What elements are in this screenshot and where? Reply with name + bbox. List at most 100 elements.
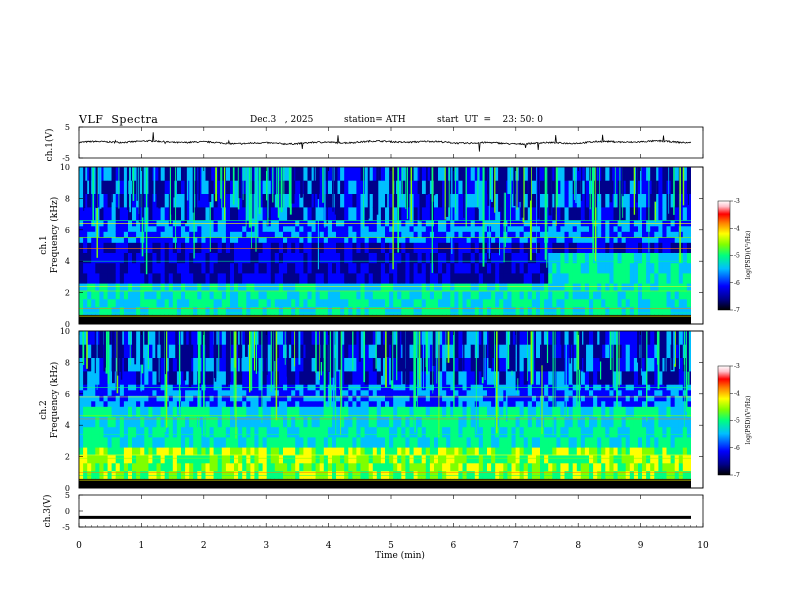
spectrogram-cell [185,462,190,472]
spectrogram-cell [238,470,243,479]
spectrogram-cell [646,242,651,253]
spectrogram-cell [197,193,202,208]
spectrogram-cell [429,455,435,464]
spectrogram-cell [340,291,345,300]
spectrogram-cell [238,252,243,264]
spectrogram-cell [458,273,463,284]
spectrogram-cell [576,298,582,308]
spectrogram-cell [605,236,610,243]
spectrogram-cell [372,462,378,472]
spectrogram-cell [389,426,394,438]
spectrogram-cell [136,298,141,308]
spectrogram-cell [470,207,476,221]
spectrogram-cell [380,225,386,232]
spectrogram-cell [336,291,341,300]
spectrogram-cell [397,447,402,456]
spectrogram-cell [348,406,353,417]
spectrogram-cell [552,231,557,238]
spectrogram-cell [79,298,84,308]
spectrogram-cell [629,252,635,264]
spectrogram-cell [189,291,194,300]
spectrogram-cell [181,389,186,396]
spectrogram-cell [605,262,610,274]
spectrogram-cell [303,252,308,264]
spectrogram-cell [99,426,104,438]
spectrogram-cell [254,406,259,417]
spectrogram-cell [95,283,100,292]
spectrogram-cell [633,252,639,264]
spectrogram-cell [274,416,280,428]
spectrogram-cell [79,470,84,479]
spectrogram-cell [613,242,618,253]
spectrogram-cell [111,262,117,274]
spectrogram-cell [372,273,378,284]
spectrogram-cell [91,344,96,358]
spectrogram-cell [340,298,345,308]
spectrogram-cell [470,236,476,243]
spectrogram-cell [291,273,296,284]
spectrogram-cell [152,406,157,417]
spectrogram-cell [425,225,431,232]
spectrogram-cell [254,231,259,238]
spectrogram-cell [564,167,569,181]
spectrogram-cell [393,462,398,472]
spectrogram-cell [348,225,353,232]
spectrogram-cell [181,400,186,407]
spectrogram-cell [425,291,431,300]
spectrogram-cell [278,416,284,428]
spectrogram-cell [540,242,545,253]
spectrogram-cell [164,426,170,438]
spectrogram-cell [221,470,227,479]
spectrogram-cell [401,167,406,181]
spectrogram-cell [160,225,166,232]
spectrogram-cell [393,331,398,345]
spectrogram-cell [258,298,263,308]
spectrogram-cell [454,306,459,315]
spectrogram-cell [164,262,170,274]
spectrogram-cell [613,283,618,292]
spectrogram-cell [250,416,255,428]
spectrogram-cell [119,262,125,274]
spectrogram-cell [242,298,247,308]
spectrogram-cell [168,455,174,464]
spectrogram-cell [185,455,190,464]
spectrogram-cell [230,291,235,300]
spectrogram-cell [421,242,427,253]
spectrogram-cell [552,252,557,264]
spectrogram-cell [111,395,117,402]
frequency-tick-label: 10 [60,163,70,172]
spectrogram-cell [319,447,325,456]
spectrogram-cell [360,252,365,264]
spectrogram-cell [172,180,178,194]
spectrogram-cell [266,437,272,448]
spectrogram-cell [103,242,108,253]
spectrogram-cell [364,231,370,238]
spectrogram-cell [625,262,631,274]
spectrogram-cell [221,331,227,345]
spectrogram-cell [242,371,247,385]
spectrogram-cell [364,193,370,208]
spectrogram-cell [425,437,431,448]
spectrogram-cell [401,389,406,396]
spectrogram-cell [491,306,496,315]
spectrogram-cell [205,331,210,345]
spectrogram-cell [230,357,235,372]
spectrogram-cell [531,167,537,181]
spectrogram-cell [266,455,272,464]
spectrogram-cell [103,291,108,300]
spectrogram-cell [119,306,125,315]
spectrogram-cell [344,455,349,464]
spectrogram-cell [454,231,459,238]
spectrogram-cell [536,262,541,274]
spectrogram-cell [348,455,353,464]
spectrogram-cell [670,236,676,243]
spectrogram-cell [413,180,419,194]
spectrogram-cell [364,167,370,181]
spectrogram-cell [380,306,386,315]
spectrogram-cell [246,406,251,417]
spectrogram-cell [646,262,651,274]
spectrogram-cell [470,262,476,274]
spectrogram-cell [556,298,561,308]
spectrogram-cell [311,406,317,417]
spectrogram-cell [348,193,353,208]
